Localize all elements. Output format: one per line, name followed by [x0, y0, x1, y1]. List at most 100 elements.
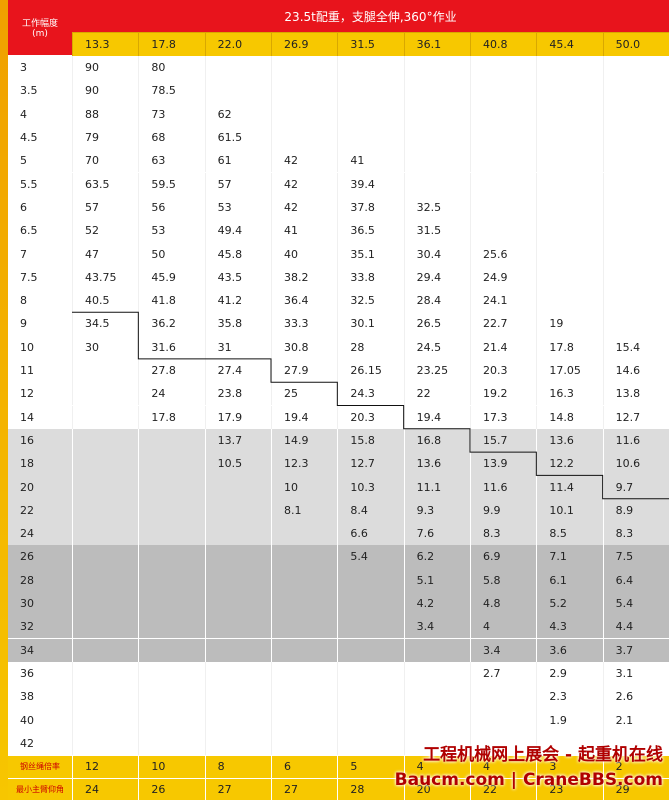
load-value: 11.4 — [536, 475, 603, 499]
load-value — [337, 708, 404, 732]
load-value: 13.9 — [470, 452, 537, 476]
load-value: 19.4 — [271, 405, 338, 429]
load-value: 30.4 — [403, 242, 470, 266]
load-value: 19 — [536, 312, 603, 336]
load-value — [271, 79, 338, 103]
load-value: 8.1 — [271, 498, 338, 522]
load-value: 63.5 — [72, 172, 139, 196]
load-value — [470, 219, 537, 243]
load-value — [271, 638, 338, 662]
load-value — [72, 661, 139, 686]
load-value — [403, 661, 470, 686]
boom-length: 40.8 — [470, 32, 537, 56]
load-value: 13.6 — [536, 428, 603, 453]
load-value — [403, 102, 470, 126]
load-value — [72, 591, 139, 616]
load-value: 24.3 — [337, 382, 404, 406]
load-value: 19.4 — [403, 405, 470, 429]
load-value — [337, 591, 404, 616]
load-value: 9.9 — [470, 498, 537, 522]
radius: 36 — [8, 661, 72, 686]
load-value: 4.3 — [536, 615, 603, 639]
load-value: 8.3 — [602, 522, 669, 546]
load-value: 5.4 — [337, 545, 404, 569]
load-value: 50 — [138, 242, 205, 266]
load-value — [204, 731, 271, 755]
load-value — [602, 289, 669, 313]
radius: 6 — [8, 195, 72, 220]
load-value: 25 — [271, 382, 338, 406]
load-value — [138, 475, 205, 499]
load-value — [403, 685, 470, 709]
load-value — [536, 172, 603, 196]
load-value — [72, 498, 139, 522]
footer-value: 24 — [72, 777, 139, 800]
load-value — [337, 568, 404, 592]
load-value: 16.3 — [536, 382, 603, 406]
load-value — [536, 56, 603, 80]
load-value: 14.8 — [536, 405, 603, 429]
load-value: 22 — [403, 382, 470, 406]
footer-label: 最小主臂仰角 — [8, 777, 72, 800]
load-value — [403, 56, 470, 80]
footer-value: 10 — [138, 755, 205, 778]
load-value — [271, 685, 338, 709]
load-value: 4.8 — [470, 591, 537, 616]
radius: 40 — [8, 708, 72, 732]
radius: 7.5 — [8, 265, 72, 289]
load-value — [602, 219, 669, 243]
load-value — [403, 79, 470, 103]
radius: 16 — [8, 428, 72, 453]
load-value: 10.6 — [602, 452, 669, 476]
load-value — [536, 289, 603, 313]
load-value: 28 — [337, 335, 404, 359]
boom-length: 45.4 — [536, 32, 603, 56]
load-value: 17.8 — [536, 335, 603, 359]
footer-value: 3 — [536, 755, 603, 778]
load-value: 10.1 — [536, 498, 603, 522]
load-value — [271, 545, 338, 569]
boom-length: 26.9 — [271, 32, 338, 56]
load-value — [204, 708, 271, 732]
load-value — [536, 102, 603, 126]
radius: 4 — [8, 102, 72, 126]
load-value: 1.9 — [536, 708, 603, 732]
load-value — [470, 195, 537, 220]
load-value: 13.6 — [403, 452, 470, 476]
load-value: 57 — [204, 172, 271, 196]
load-value: 23.8 — [204, 382, 271, 406]
load-value: 6.4 — [602, 568, 669, 592]
load-value: 11.6 — [470, 475, 537, 499]
load-value — [271, 708, 338, 732]
load-value: 13.7 — [204, 428, 271, 453]
load-value: 16.8 — [403, 428, 470, 453]
radius: 38 — [8, 685, 72, 709]
load-value: 37.8 — [337, 195, 404, 220]
load-value — [204, 661, 271, 686]
load-value — [536, 731, 603, 755]
load-value: 6.1 — [536, 568, 603, 592]
load-value: 6.9 — [470, 545, 537, 569]
load-value — [72, 615, 139, 639]
load-value: 17.9 — [204, 405, 271, 429]
load-value — [271, 661, 338, 686]
load-value — [536, 265, 603, 289]
boom-length: 31.5 — [337, 32, 404, 56]
load-value: 41 — [337, 149, 404, 173]
load-value: 15.4 — [602, 335, 669, 359]
load-value: 17.8 — [138, 405, 205, 429]
load-value: 57 — [72, 195, 139, 220]
load-value — [271, 125, 338, 150]
load-value — [204, 56, 271, 80]
load-value: 4 — [470, 615, 537, 639]
load-value — [337, 615, 404, 639]
load-value — [536, 219, 603, 243]
footer-value: 4 — [470, 755, 537, 778]
load-value: 2.1 — [602, 708, 669, 732]
load-value — [138, 615, 205, 639]
load-value — [204, 591, 271, 616]
load-value: 41 — [271, 219, 338, 243]
load-value: 40 — [271, 242, 338, 266]
load-value: 40.5 — [72, 289, 139, 313]
load-value: 22.7 — [470, 312, 537, 336]
